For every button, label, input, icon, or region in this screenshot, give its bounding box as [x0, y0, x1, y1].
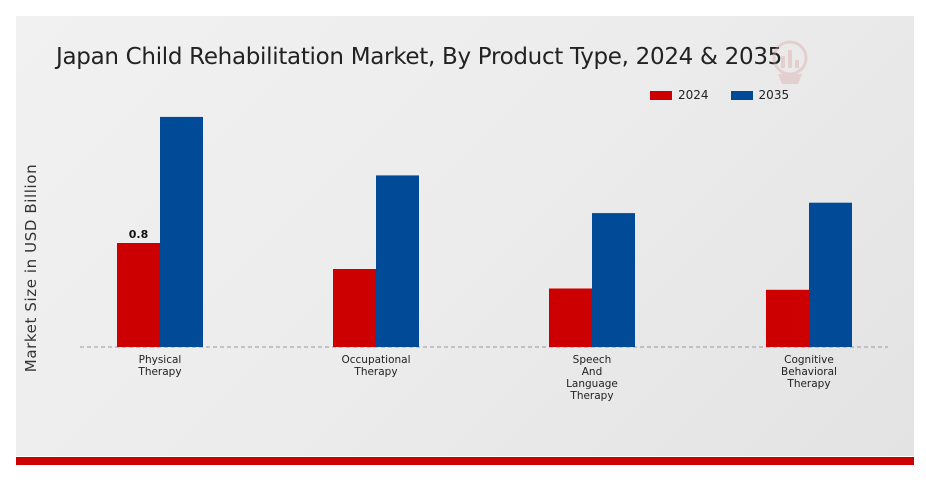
legend-swatch-2024 — [650, 90, 672, 100]
bar-2024-0 — [117, 243, 160, 347]
x-tick-label-1: Occupational Therapy — [341, 354, 411, 378]
watermark-logo-icon — [772, 40, 808, 84]
bar-2035-0 — [160, 116, 203, 348]
bar-2024-2 — [549, 288, 592, 347]
legend-item-2024: 2024 — [650, 88, 709, 102]
bar-2035-1 — [376, 175, 419, 347]
legend-swatch-2035 — [730, 90, 753, 100]
legend-label-2035: 2035 — [758, 88, 790, 102]
chart-legend: 2024 2035 — [650, 88, 811, 102]
legend-item-2035: 2035 — [730, 88, 790, 102]
bar-2024-3 — [766, 289, 809, 347]
bar-2035-3 — [809, 202, 852, 347]
legend-label-2024: 2024 — [678, 88, 709, 102]
bar-2035-2 — [592, 213, 635, 347]
x-tick-label-2: Speech And Language Therapy — [566, 354, 618, 402]
bar-2024-1 — [333, 269, 376, 347]
x-tick-label-3: Cognitive Behavioral Therapy — [781, 354, 837, 390]
chart-title: Japan Child Rehabilitation Market, By Pr… — [56, 44, 783, 70]
footer-accent-bar — [16, 457, 914, 465]
data-label-0: 0.8 — [128, 228, 149, 241]
x-tick-label-0: Physical Therapy — [138, 354, 182, 378]
